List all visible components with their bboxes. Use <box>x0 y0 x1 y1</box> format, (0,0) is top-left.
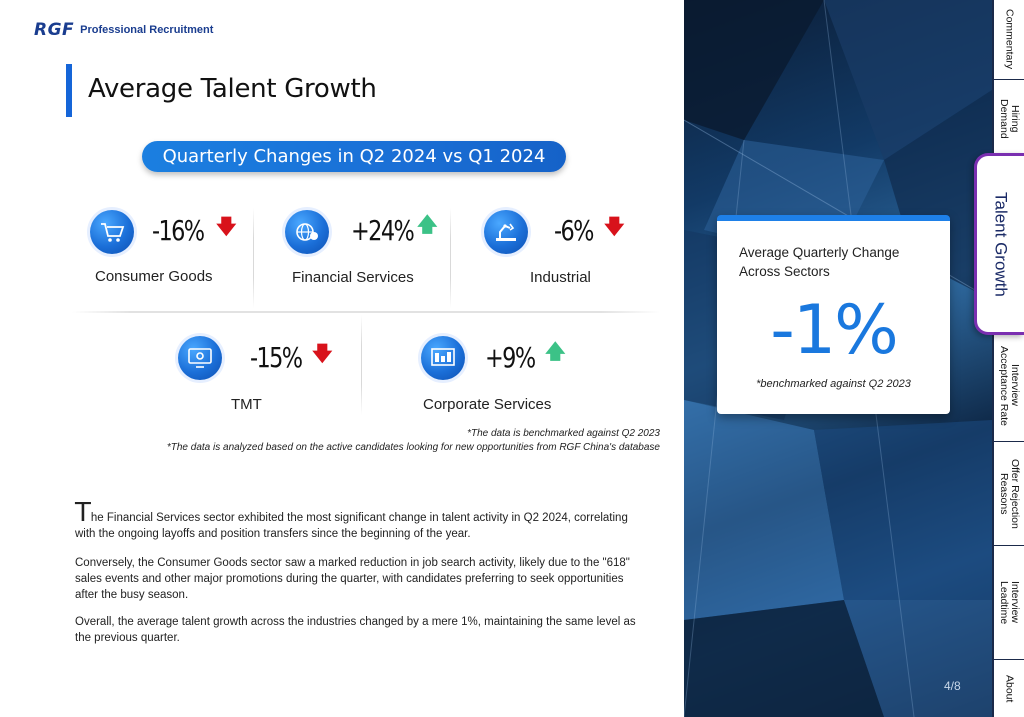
card-title: Average Quarterly Change Across Sectors <box>739 245 900 279</box>
divider <box>450 208 451 308</box>
logo-text: Professional Recruitment <box>80 24 214 36</box>
body-paragraph-2: Conversely, the Consumer Goods sector sa… <box>75 557 630 601</box>
logo-mark: RGF <box>34 20 75 40</box>
tab-interview-acceptance-rate[interactable]: Interview Acceptance Rate <box>992 330 1024 442</box>
arrow-down-icon: 🡇 <box>216 216 237 238</box>
divider <box>361 315 362 415</box>
paragraph-text: he Financial Services sector exhibited t… <box>75 512 628 540</box>
arrow-up-icon: 🡅 <box>417 214 438 236</box>
stat-value: -6% <box>554 214 594 247</box>
tab-commentary[interactable]: Commentary <box>992 0 1024 80</box>
stat-label: Financial Services <box>292 269 414 286</box>
page-title: Average Talent Growth <box>88 74 377 104</box>
stat-label: Industrial <box>530 269 591 286</box>
tab-label: Talent Growth <box>991 191 1011 297</box>
tab-label: Offer Rejection Reasons <box>998 458 1021 529</box>
stat-label: Corporate Services <box>423 396 552 413</box>
average-change-card: Average Quarterly Change Across Sectors … <box>717 215 950 414</box>
robot-arm-icon <box>484 210 528 254</box>
arrow-down-icon: 🡇 <box>604 216 625 238</box>
card-note: *benchmarked against Q2 2023 <box>756 378 911 390</box>
tab-label: Interview Leadtime <box>998 580 1021 625</box>
tab-hiring-demand[interactable]: Hiring Demand <box>992 80 1024 158</box>
title-accent-bar <box>66 64 72 117</box>
body-paragraph-1: The Financial Services sector exhibited … <box>75 500 645 542</box>
dropcap: T <box>75 498 91 528</box>
tab-label: Hiring Demand <box>998 98 1021 139</box>
tab-label: Commentary <box>1003 9 1016 70</box>
tab-talent-growth[interactable]: Talent Growth <box>974 153 1024 335</box>
arrow-down-icon: 🡇 <box>312 343 333 365</box>
stat-value: -16% <box>152 214 205 247</box>
quarter-comparison-pill: Quarterly Changes in Q2 2024 vs Q1 2024 <box>142 141 566 172</box>
source-note: *The data is analyzed based on the activ… <box>166 442 660 453</box>
globe-currency-icon <box>285 210 329 254</box>
tab-label: Interview Acceptance Rate <box>998 345 1021 426</box>
side-nav-tabs: Commentary Hiring Demand Talent Growth I… <box>974 0 1024 717</box>
computer-gear-icon <box>178 336 222 380</box>
divider <box>72 311 660 313</box>
stat-value: +9% <box>485 341 536 374</box>
page-number: 4/8 <box>944 679 961 693</box>
tab-label: About <box>1003 674 1016 703</box>
rgf-logo: RGF Professional Recruitment <box>34 20 213 40</box>
tab-interview-leadtime[interactable]: Interview Leadtime <box>992 546 1024 660</box>
stat-label: TMT <box>231 396 262 413</box>
average-change-value: -1% <box>770 291 898 370</box>
benchmark-note: *The data is benchmarked against Q2 2023 <box>467 428 660 439</box>
stat-value: -15% <box>250 341 303 374</box>
divider <box>253 208 254 308</box>
body-paragraph-3: Overall, the average talent growth acros… <box>75 616 636 644</box>
tab-about[interactable]: About <box>992 660 1024 717</box>
dashboard-icon <box>421 336 465 380</box>
tab-offer-rejection-reasons[interactable]: Offer Rejection Reasons <box>992 442 1024 546</box>
stat-label: Consumer Goods <box>95 268 213 285</box>
stat-value: +24% <box>351 214 415 247</box>
shopping-cart-icon <box>90 210 134 254</box>
arrow-up-icon: 🡅 <box>545 341 566 363</box>
